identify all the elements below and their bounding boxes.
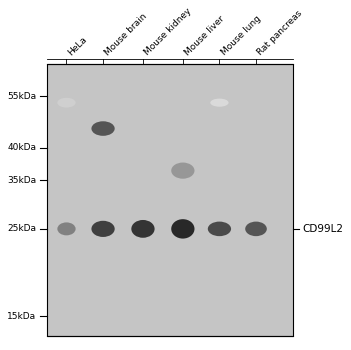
Text: 40kDa: 40kDa <box>8 144 37 153</box>
Text: 15kDa: 15kDa <box>7 312 37 321</box>
Text: 35kDa: 35kDa <box>7 176 37 185</box>
Ellipse shape <box>91 121 115 136</box>
Ellipse shape <box>171 162 194 179</box>
Ellipse shape <box>131 220 154 238</box>
Ellipse shape <box>171 219 194 239</box>
Text: Mouse kidney: Mouse kidney <box>143 7 193 57</box>
Text: Mouse liver: Mouse liver <box>183 14 226 57</box>
Text: 25kDa: 25kDa <box>8 224 37 233</box>
Ellipse shape <box>57 98 75 107</box>
Ellipse shape <box>57 222 75 235</box>
Ellipse shape <box>245 222 267 236</box>
Bar <box>47 64 293 336</box>
Ellipse shape <box>208 222 231 236</box>
Text: Mouse lung: Mouse lung <box>219 14 263 57</box>
Text: Rat pancreas: Rat pancreas <box>256 9 304 57</box>
Ellipse shape <box>91 221 115 237</box>
Ellipse shape <box>210 99 229 107</box>
Text: CD99L2: CD99L2 <box>303 224 344 234</box>
Text: Mouse brain: Mouse brain <box>103 12 149 57</box>
Text: HeLa: HeLa <box>66 35 89 57</box>
Text: 55kDa: 55kDa <box>7 92 37 101</box>
